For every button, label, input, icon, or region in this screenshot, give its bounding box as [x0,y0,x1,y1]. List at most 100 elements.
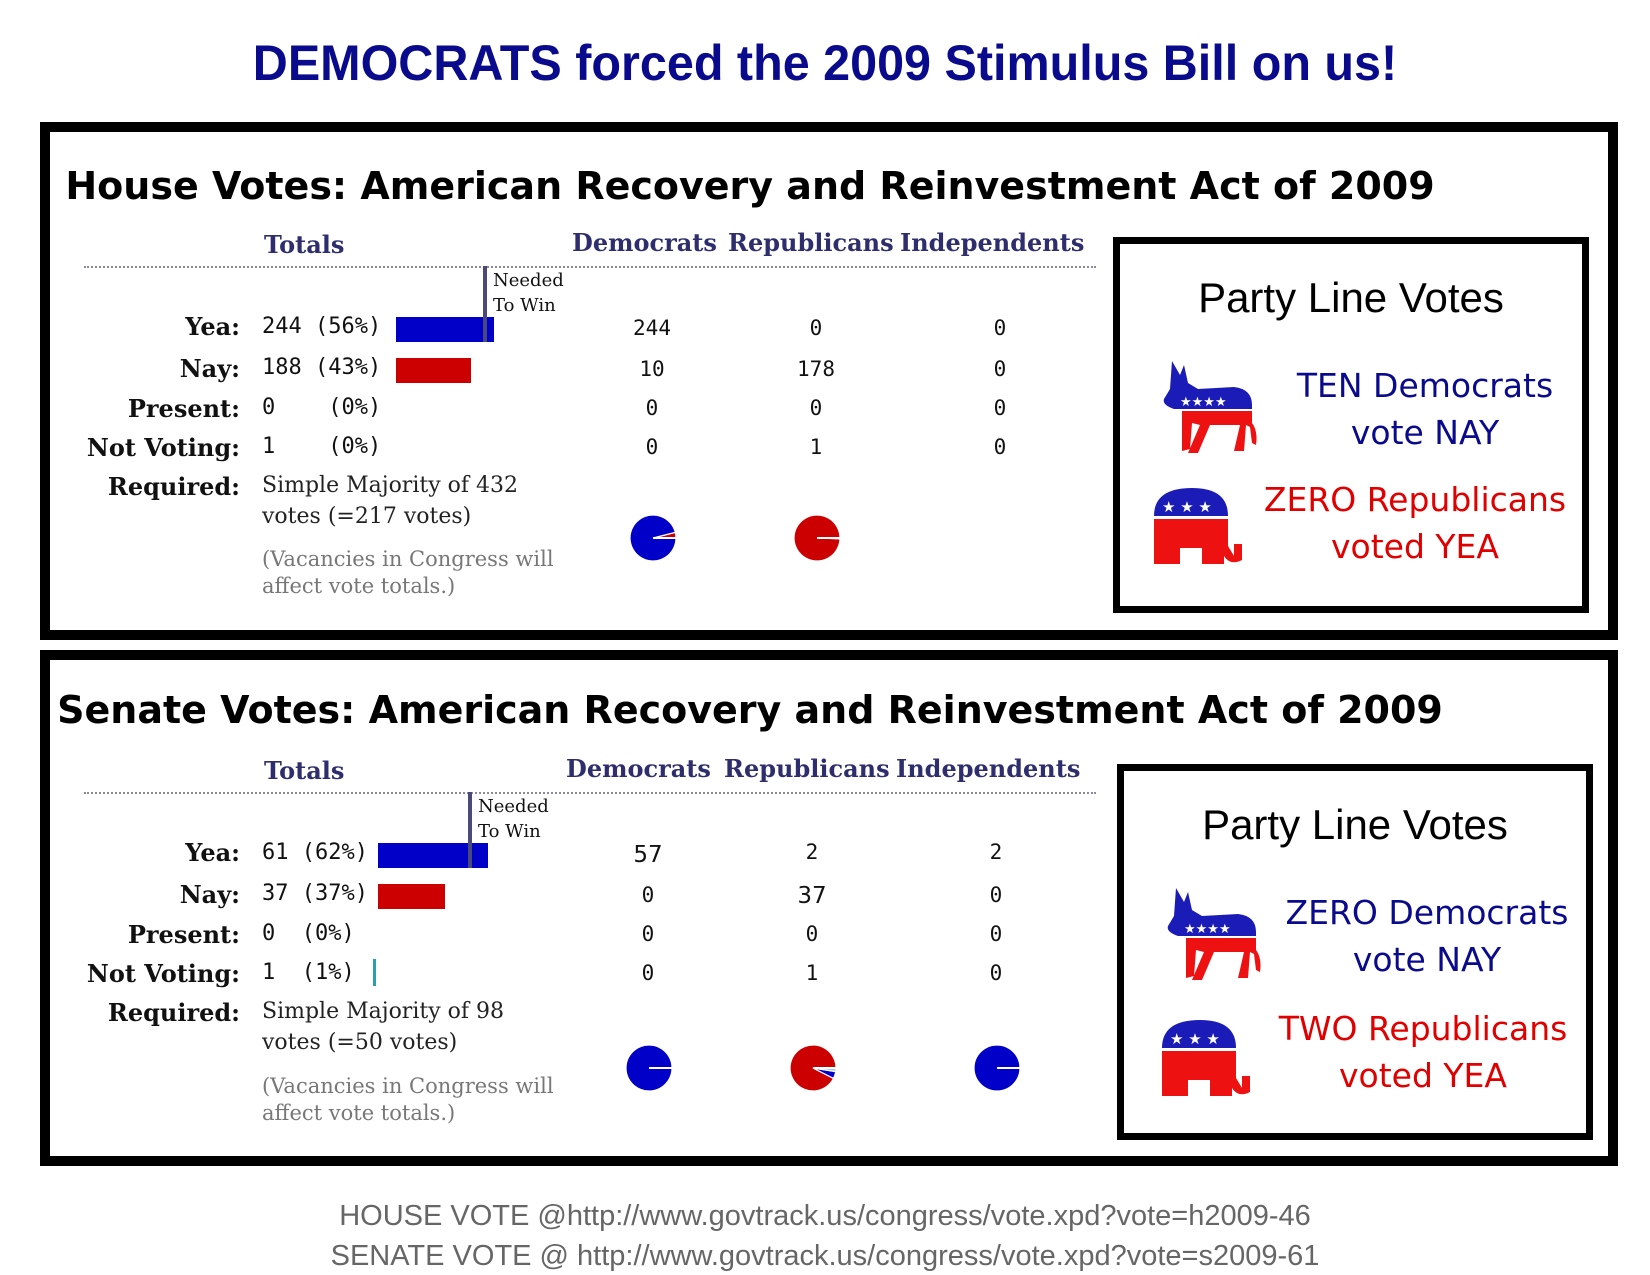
needed-label-line2: To Win [478,821,541,842]
senate-ind-nay: 0 [989,883,1003,907]
senate-party-line-title: Party Line Votes [1202,801,1508,848]
row-label-required: Required: [107,998,240,1027]
senate-rep-party-text: TWO Republicans voted YEA [1260,1005,1586,1099]
needed-label-line2: To Win [493,295,556,316]
donkey-icon: ★★★★ [1163,361,1257,453]
senate-votes-panel: Senate Votes: American Recovery and Rein… [40,650,1618,1166]
house-nay-bar [396,358,472,383]
elephant-icon: ★ ★ ★ [1154,488,1242,564]
senate-dem-yea: 57 [633,842,663,868]
senate-required-text: Simple Majority of 98 votes (=50 votes) [262,996,504,1058]
house-source-link[interactable]: HOUSE VOTE @http://www.govtrack.us/congr… [339,1200,1311,1232]
senate-total-not-voting: 1 (1%) [262,960,355,985]
svg-text:★ ★ ★: ★ ★ ★ [1170,1030,1220,1048]
house-votes-panel: House Votes: American Recovery and Reinv… [40,122,1618,640]
house-party-line-title: Party Line Votes [1198,274,1504,321]
senate-ind-pie [973,1044,1021,1092]
elephant-icon: ★ ★ ★ [1162,1020,1250,1096]
senate-rep-line1: TWO Republicans [1278,1009,1568,1048]
header-republicans: Republicans [728,228,894,257]
page-title: DEMOCRATS forced the 2009 Stimulus Bill … [252,35,1398,91]
senate-rep-nay: 37 [797,883,827,909]
senate-rep-not-voting: 1 [805,961,819,985]
house-note-line2: affect vote totals.) [262,574,456,598]
needed-label-line1: Needed [493,270,564,291]
senate-rep-yea: 2 [805,840,819,864]
house-ind-nay: 0 [993,357,1007,381]
header-divider [84,266,1096,268]
house-rep-nay: 178 [797,357,835,381]
house-rep-present: 0 [809,396,823,420]
senate-vacancy-note: (Vacancies in Congress will affect vote … [262,1073,554,1127]
senate-rep-pie [789,1044,837,1092]
house-total-not-voting: 1 (0%) [262,434,382,459]
header-democrats: Democrats [572,228,717,257]
senate-nay-bar [378,884,445,909]
row-label-present: Present: [127,920,240,949]
header-republicans: Republicans [724,754,890,783]
house-rep-yea: 0 [809,316,823,340]
house-party-line-box: Party Line Votes ★★★★ TEN Democrats vote… [1113,237,1589,613]
header-independents: Independents [896,754,1081,783]
svg-text:★★★★: ★★★★ [1184,922,1231,937]
house-required-line2: votes (=217 votes) [262,504,472,529]
senate-rep-line2: voted YEA [1339,1056,1507,1095]
house-yea-bar [396,317,494,342]
svg-text:★ ★ ★: ★ ★ ★ [1162,498,1212,516]
senate-dem-line1: ZERO Democrats [1285,893,1569,932]
row-label-not-voting: Not Voting: [86,433,240,462]
senate-panel-title: Senate Votes: American Recovery and Rein… [57,688,1443,732]
house-total-yea: 244 (56%) [262,314,382,339]
row-label-yea: Yea: [185,838,240,867]
house-required-text: Simple Majority of 432 votes (=217 votes… [262,470,518,532]
svg-text:★★★★: ★★★★ [1180,395,1227,410]
senate-source-link[interactable]: SENATE VOTE @ http://www.govtrack.us/con… [330,1240,1320,1272]
house-rep-line2: voted YEA [1331,527,1499,566]
house-dem-party-text: TEN Democrats vote NAY [1268,362,1582,456]
house-rep-not-voting: 1 [809,435,823,459]
senate-total-nay: 37 (37%) [262,881,368,906]
senate-dem-pie [625,1044,673,1092]
house-note-line1: (Vacancies in Congress will [262,547,554,571]
house-rep-pie [793,514,841,562]
senate-party-line-box: Party Line Votes ★★★★ ZERO Democrats vot… [1117,764,1593,1140]
senate-required-line1: Simple Majority of 98 [262,999,504,1024]
needed-label-line1: Needed [478,796,549,817]
house-dem-not-voting: 0 [645,435,659,459]
house-dem-yea: 244 [633,316,671,340]
house-dem-nay: 10 [639,357,665,381]
house-panel-title: House Votes: American Recovery and Reinv… [65,164,1435,208]
donkey-icon: ★★★★ [1167,888,1261,980]
header-independents: Independents [900,228,1085,257]
house-vacancy-note: (Vacancies in Congress will affect vote … [262,546,554,600]
house-dem-line1: TEN Democrats [1296,366,1554,405]
header-totals: Totals [264,756,345,785]
house-dem-line2: vote NAY [1350,413,1500,452]
row-label-yea: Yea: [185,312,240,341]
row-label-nay: Nay: [179,880,240,909]
row-label-present: Present: [127,394,240,423]
row-label-nay: Nay: [179,354,240,383]
house-ind-yea: 0 [993,316,1007,340]
senate-dem-line2: vote NAY [1352,940,1502,979]
house-needed-to-win-label: Needed To Win [493,268,564,318]
senate-ind-not-voting: 0 [989,961,1003,985]
senate-dem-present: 0 [641,922,655,946]
senate-total-yea: 61 (62%) [262,840,368,865]
house-required-line1: Simple Majority of 432 [262,473,518,498]
senate-needed-to-win-label: Needed To Win [478,794,549,844]
house-total-nay: 188 (43%) [262,355,382,380]
house-dem-present: 0 [645,396,659,420]
senate-rep-present: 0 [805,922,819,946]
house-total-present: 0 (0%) [262,395,382,420]
senate-ind-present: 0 [989,922,1003,946]
house-needed-to-win-line [483,266,487,342]
header-democrats: Democrats [566,754,711,783]
senate-not-voting-bar [373,959,376,986]
senate-dem-not-voting: 0 [641,961,655,985]
senate-note-line2: affect vote totals.) [262,1101,456,1125]
senate-dem-party-text: ZERO Democrats vote NAY [1268,889,1586,983]
row-label-not-voting: Not Voting: [86,959,240,988]
header-divider [84,792,1096,794]
house-dem-pie [629,514,677,562]
